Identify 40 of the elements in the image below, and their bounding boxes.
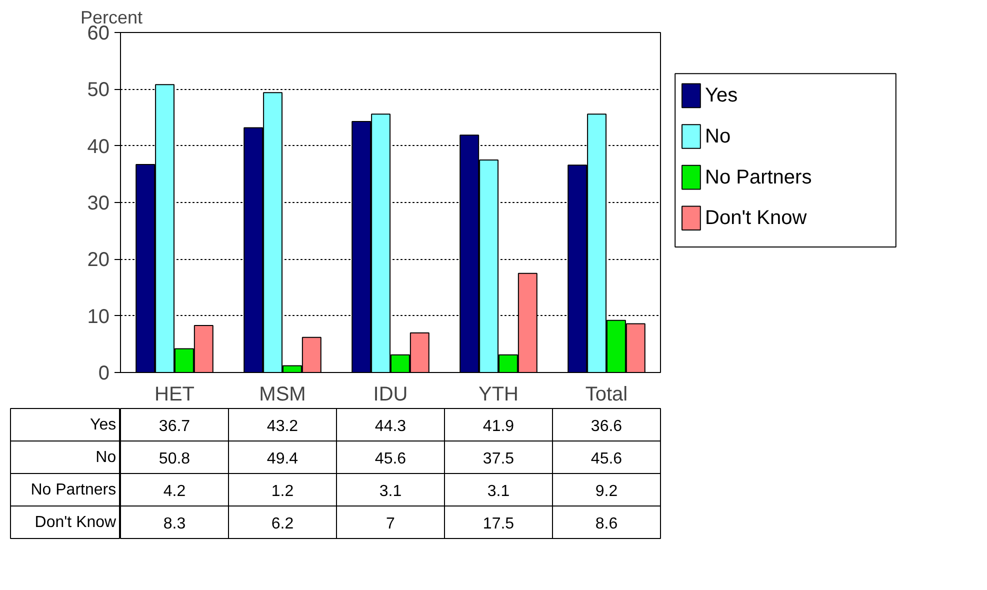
x-tick-label: YTH bbox=[478, 384, 518, 406]
data-label: 1.2 bbox=[271, 482, 294, 500]
data-label: 43.2 bbox=[266, 418, 298, 435]
data-label: 4.2 bbox=[163, 482, 186, 500]
y-tick-label: 50 bbox=[87, 79, 110, 102]
data-label: 50.8 bbox=[158, 450, 190, 468]
x-tick-label: IDU bbox=[373, 384, 408, 406]
y-tick-label: 20 bbox=[87, 249, 110, 272]
data-label: 44.3 bbox=[374, 418, 406, 435]
y-tick-label: 0 bbox=[98, 362, 110, 384]
x-tick-label: HET bbox=[154, 384, 194, 406]
data-label: 45.6 bbox=[374, 450, 406, 468]
y-tick-label: 40 bbox=[87, 136, 110, 158]
x-tick-label: MSM bbox=[259, 384, 306, 406]
data-label: 37.5 bbox=[482, 450, 514, 468]
data-label: 9.2 bbox=[595, 482, 618, 500]
y-tick-label: 60 bbox=[87, 22, 110, 44]
y-tick-label: 10 bbox=[87, 306, 110, 328]
text: No Partners bbox=[30, 481, 116, 498]
data-label: 49.4 bbox=[266, 450, 298, 468]
legend-label: Yes bbox=[705, 84, 738, 107]
data-label: 8.3 bbox=[163, 515, 186, 532]
data-label: 41.9 bbox=[482, 418, 514, 435]
text: Yes bbox=[90, 416, 116, 434]
text: No bbox=[96, 448, 116, 466]
data-label: 7 bbox=[386, 515, 396, 532]
legend-label: No bbox=[705, 126, 731, 148]
legend-label: No Partners bbox=[705, 166, 812, 188]
data-label: 36.6 bbox=[590, 418, 622, 435]
data-label: 8.6 bbox=[595, 515, 618, 532]
data-label: 36.7 bbox=[158, 418, 190, 435]
text: Don't Know bbox=[34, 514, 116, 531]
x-tick-label: Total bbox=[585, 384, 628, 406]
data-label: 6.2 bbox=[271, 515, 294, 532]
data-label: 3.1 bbox=[487, 482, 510, 500]
legend-label: Don't Know bbox=[705, 207, 808, 230]
data-label: 3.1 bbox=[379, 482, 402, 500]
data-label: 45.6 bbox=[590, 450, 622, 468]
y-tick-label: 30 bbox=[87, 192, 110, 214]
data-label: 17.5 bbox=[482, 515, 514, 532]
